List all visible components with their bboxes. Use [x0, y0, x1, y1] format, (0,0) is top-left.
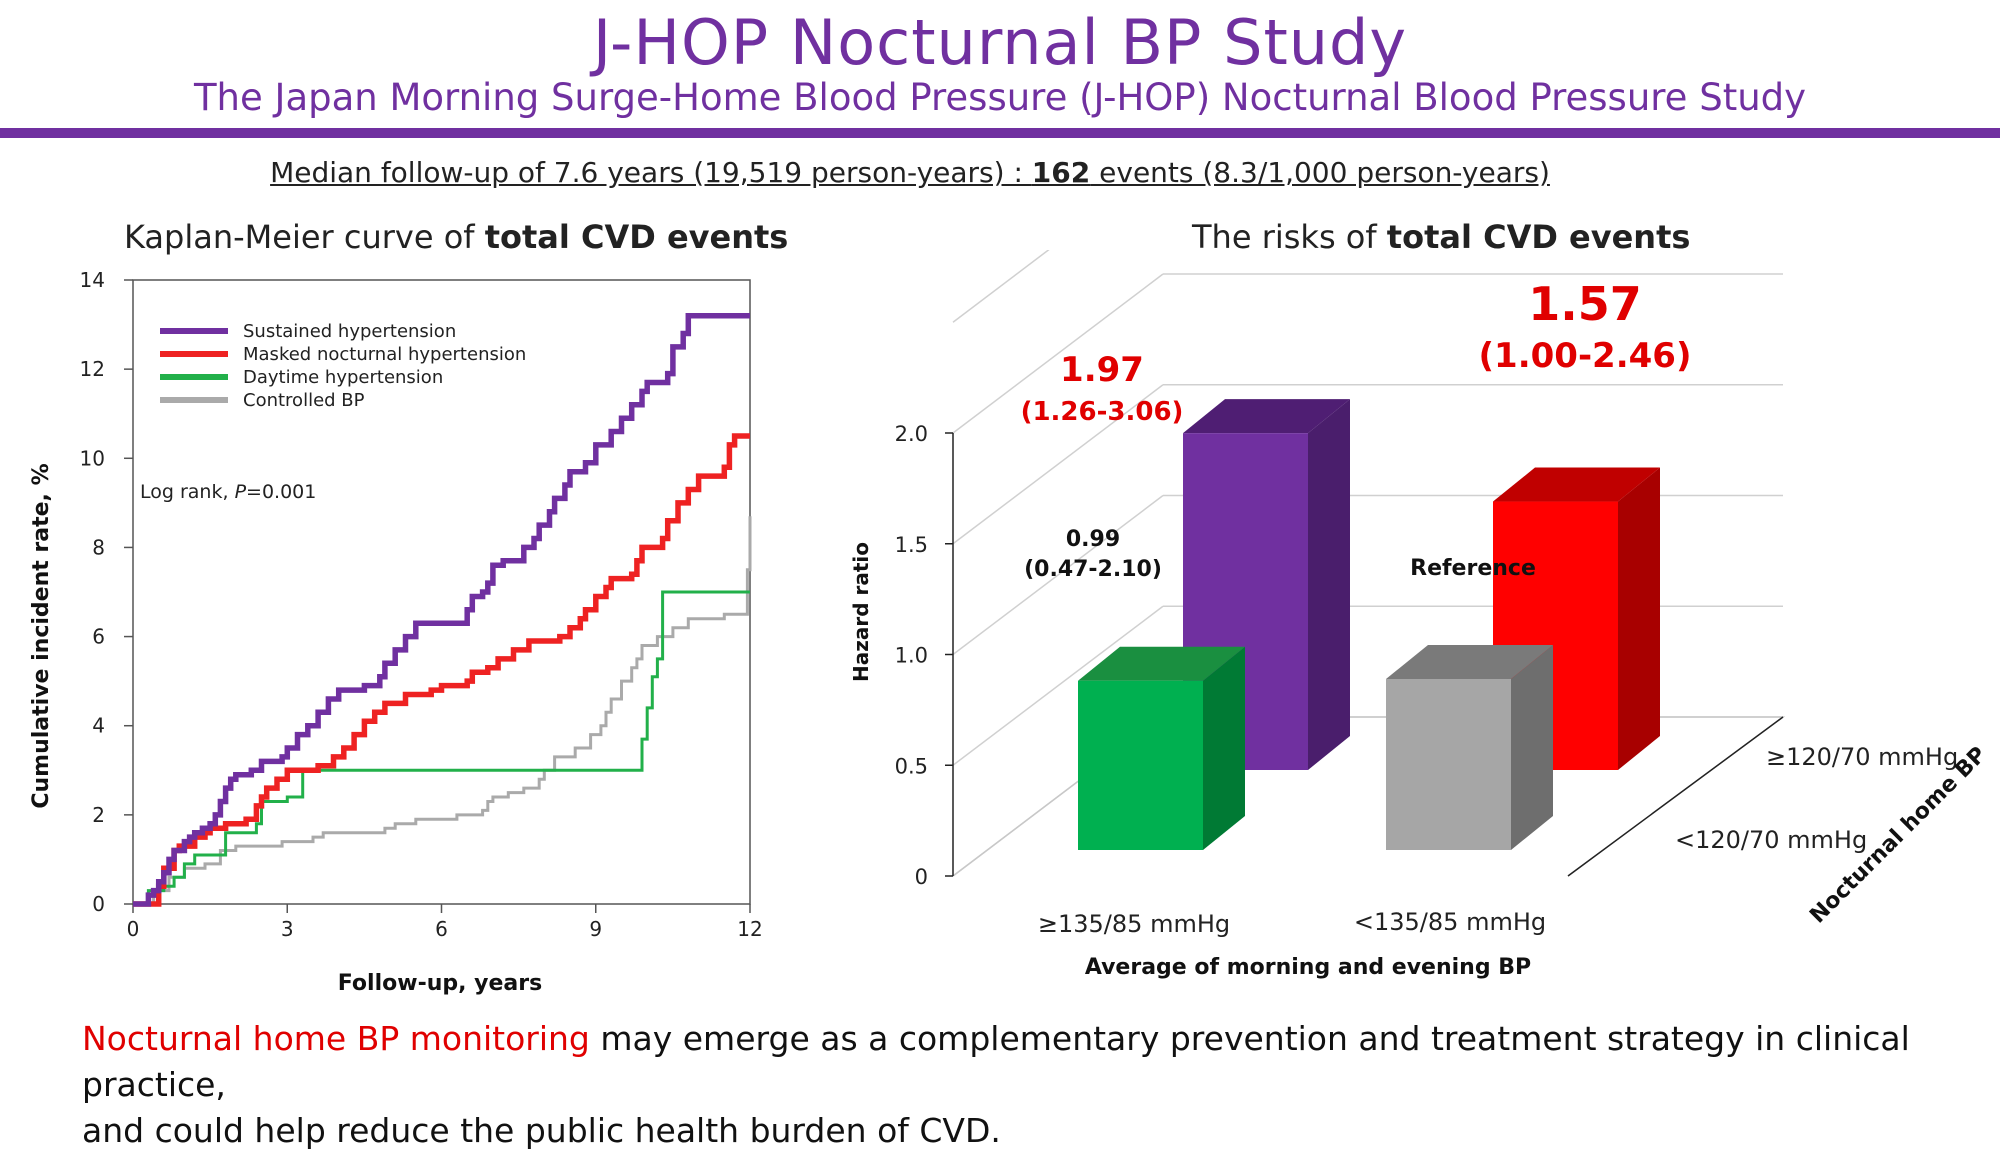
depth-category-back: ≥120/70 mmHg [1766, 743, 1958, 771]
km-x-tick-label: 12 [737, 917, 762, 941]
hr-ci-label: (1.00-2.46) [1479, 336, 1692, 376]
hr-plot-area: 0 0.5 1.0 1.5 2.0 1.97 (1.26-3.06) 1.57 (1.00-2.… [895, 250, 1786, 889]
x-category-back: <135/85 mmHg [1354, 908, 1546, 936]
hr-ci-label: (0.47-2.10) [1024, 557, 1162, 582]
km-y-tick-label: 2 [92, 803, 105, 827]
hr-value-label: 1.97 [1060, 350, 1144, 390]
hazard-ratio-chart: 0 0.5 1.0 1.5 2.0 1.97 (1.26-3.06) 1.57 (1.00-2.… [849, 250, 1992, 980]
hr-floor [952, 716, 1786, 877]
km-heading-prefix: Kaplan-Meier curve of [124, 218, 485, 256]
hr-bar-2-side [1308, 399, 1350, 770]
hr-bar-4-top [1493, 467, 1660, 502]
hr-bar-4-side [1618, 467, 1660, 770]
depth-category-front: <120/70 mmHg [1675, 826, 1867, 854]
km-curve-controlled-bp [133, 516, 752, 906]
logrank-annotation: Log rank, P=0.001 [140, 481, 316, 503]
hr-ci-label: (1.26-3.06) [1021, 397, 1184, 427]
hr-side-gridline [952, 250, 1050, 323]
hr-y-tick-label: 0 [915, 865, 928, 889]
km-x-tick-label: 0 [127, 917, 140, 941]
hr-y-tick-label: 1.0 [895, 644, 928, 668]
km-y-tick-label: 12 [80, 357, 105, 381]
conclusion-text: Nocturnal home BP monitoring may emerge … [82, 1016, 1962, 1154]
hr-chart-heading: The risks of total CVD events [1192, 218, 1690, 256]
km-chart-heading: Kaplan-Meier curve of total CVD events [124, 218, 788, 256]
hr-x-axis-label: Average of morning and evening BP [1085, 955, 1531, 980]
km-curve-daytime-hypertension [133, 590, 750, 906]
hr-bar-3-side [1511, 645, 1553, 850]
hr-bar-3-top [1386, 645, 1553, 680]
hr-side-gridline [952, 605, 1164, 766]
hr-bar-1-front [1078, 680, 1203, 850]
follow-up-summary: Median follow-up of 7.6 years (19,519 pe… [0, 156, 1820, 189]
hr-side-gridline [952, 494, 1164, 656]
km-x-tick-label: 9 [589, 917, 602, 941]
km-x-tick-label: 3 [281, 917, 294, 941]
hr-value-label: 1.57 [1528, 277, 1642, 331]
page-title: J-HOP Nocturnal BP Study [592, 6, 1408, 79]
km-legend-label: Daytime hypertension [243, 367, 443, 388]
hr-depth-axis-line [1567, 716, 1784, 877]
hr-value-label: 0.99 [1066, 527, 1120, 552]
hr-y-tick-label: 1.5 [895, 533, 928, 557]
hr-side-gridline [952, 384, 1164, 545]
hr-y-axis-label: Hazard ratio [849, 542, 873, 682]
conclusion-highlight: Nocturnal home BP monitoring [82, 1019, 590, 1058]
hr-heading-bold: total CVD events [1386, 218, 1691, 256]
event-count: 162 [1031, 156, 1091, 189]
hr-bar-2-top [1183, 399, 1350, 434]
hr-bar-1-side [1203, 646, 1245, 850]
conclusion-line2: and could help reduce the public health … [82, 1111, 1001, 1150]
follow-up-suffix: events (8.3/1,000 person-years) [1090, 156, 1550, 189]
hr-heading-prefix: The risks of [1192, 218, 1387, 256]
km-plot-area: 0 3 6 9 12 0 2 4 6 8 10 12 14 Sustained hypertensionM… [80, 268, 763, 941]
hr-reference-label: Reference [1410, 556, 1536, 581]
km-legend-label: Masked nocturnal hypertension [243, 344, 526, 365]
km-x-axis-label: Follow-up, years [338, 971, 542, 996]
km-curve-masked-nocturnal-hypertension [133, 433, 750, 907]
km-y-tick-label: 10 [80, 446, 105, 470]
km-y-tick-label: 8 [92, 535, 105, 559]
km-legend-label: Controlled BP [243, 390, 365, 411]
conclusion-line1: may emerge as a complementary prevention… [82, 1019, 1910, 1104]
hr-bar-3-front [1386, 679, 1511, 850]
hr-y-tick-label: 2.0 [895, 422, 928, 446]
km-y-tick-label: 4 [92, 714, 105, 738]
km-y-tick-label: 6 [92, 625, 105, 649]
km-curve-sustained-hypertension [133, 312, 750, 907]
km-x-tick-label: 6 [435, 917, 448, 941]
km-y-tick-label: 14 [80, 268, 105, 292]
km-legend-label: Sustained hypertension [243, 321, 456, 342]
hr-bar-1-top [1078, 646, 1245, 681]
hr-side-gridline [952, 273, 1164, 434]
km-heading-bold: total CVD events [484, 218, 789, 256]
title-divider [0, 128, 2000, 138]
kaplan-meier-chart: 0 3 6 9 12 0 2 4 6 8 10 12 14 Sustained hypertensionM… [29, 268, 763, 996]
km-y-tick-label: 0 [92, 892, 105, 916]
page-subtitle: The Japan Morning Surge-Home Blood Press… [193, 76, 1807, 119]
hr-y-tick-label: 0.5 [895, 754, 928, 778]
x-category-front: ≥135/85 mmHg [1038, 910, 1230, 938]
km-y-axis-label: Cumulative incident rate, % [29, 463, 54, 808]
follow-up-prefix: Median follow-up of 7.6 years (19,519 pe… [270, 156, 1032, 189]
